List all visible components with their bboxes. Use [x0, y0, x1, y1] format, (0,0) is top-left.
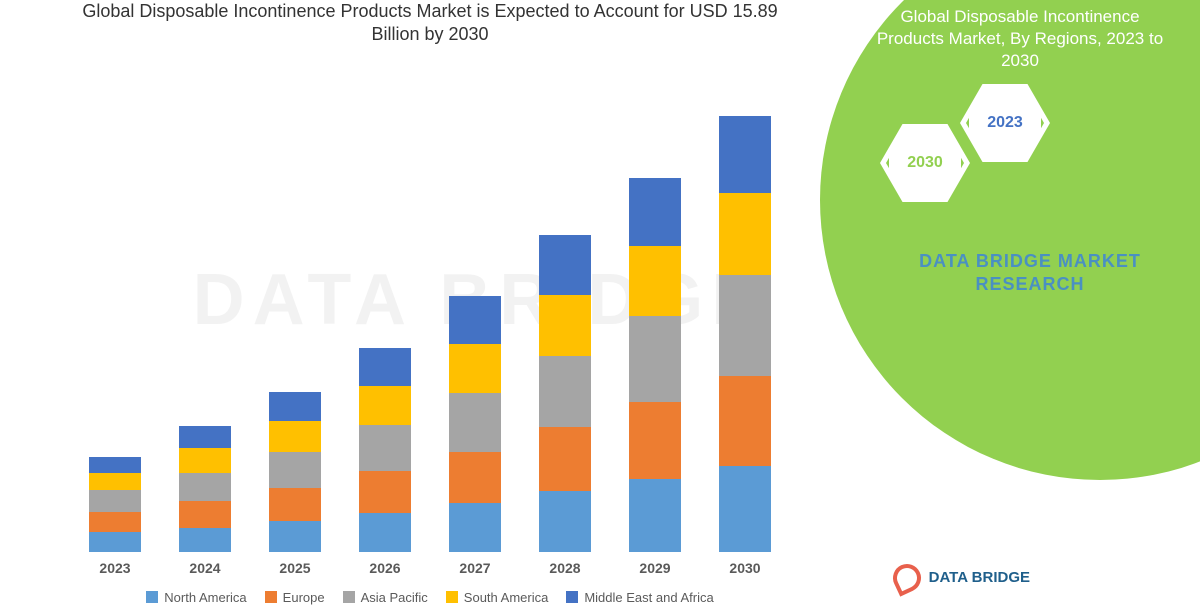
seg-2029-me — [629, 178, 681, 246]
legend-label-sa: South America — [464, 590, 549, 605]
bar-2023 — [89, 457, 141, 552]
seg-2025-eu — [269, 488, 321, 521]
legend-swatch-me — [566, 591, 578, 603]
logo-text: DATA BRIDGE — [929, 571, 1030, 585]
seg-2025-me — [269, 392, 321, 421]
legend-swatch-na — [146, 591, 158, 603]
legend-swatch-sa — [446, 591, 458, 603]
seg-2028-ap — [539, 356, 591, 428]
legend-label-me: Middle East and Africa — [584, 590, 713, 605]
seg-2028-eu — [539, 427, 591, 491]
seg-2028-me — [539, 235, 591, 296]
seg-2024-me — [179, 426, 231, 448]
bar-2026 — [359, 348, 411, 551]
logo-mark-icon — [888, 559, 925, 596]
x-tick-2026: 2026 — [359, 560, 411, 576]
seg-2023-me — [89, 457, 141, 472]
seg-2025-sa — [269, 421, 321, 452]
seg-2025-na — [269, 521, 321, 552]
x-axis: 2023 2024 2025 2026 2027 2028 2029 2030 — [60, 552, 800, 576]
bar-2030 — [719, 116, 771, 552]
seg-2027-eu — [449, 452, 501, 504]
bar-2027 — [449, 296, 501, 552]
chart-container: Global Disposable Incontinence Products … — [0, 0, 840, 600]
x-tick-2028: 2028 — [539, 560, 591, 576]
seg-2027-me — [449, 296, 501, 344]
seg-2028-na — [539, 491, 591, 552]
seg-2026-eu — [359, 471, 411, 513]
brand-line1: DATA BRIDGE MARKET — [900, 250, 1160, 273]
seg-2023-na — [89, 532, 141, 552]
legend-label-ap: Asia Pacific — [361, 590, 428, 605]
seg-2024-eu — [179, 501, 231, 527]
seg-2024-ap — [179, 473, 231, 502]
logo-text-line1: DATA BRIDGE — [929, 571, 1030, 585]
x-tick-2030: 2030 — [719, 560, 771, 576]
seg-2028-sa — [539, 295, 591, 356]
legend-swatch-eu — [265, 591, 277, 603]
legend-swatch-ap — [343, 591, 355, 603]
hex-2023-label: 2023 — [987, 114, 1023, 132]
panel-title: Global Disposable Incontinence Products … — [870, 6, 1170, 72]
seg-2029-sa — [629, 246, 681, 316]
seg-2029-ap — [629, 316, 681, 402]
hex-2030-label: 2030 — [907, 154, 943, 172]
x-tick-2027: 2027 — [449, 560, 501, 576]
chart-legend: North America Europe Asia Pacific South Ame… — [60, 576, 800, 605]
legend-label-na: North America — [164, 590, 246, 605]
x-tick-2029: 2029 — [629, 560, 681, 576]
seg-2023-eu — [89, 512, 141, 532]
chart-title: Global Disposable Incontinence Products … — [60, 0, 800, 57]
seg-2024-sa — [179, 448, 231, 472]
seg-2030-ap — [719, 275, 771, 376]
seg-2026-na — [359, 513, 411, 552]
seg-2030-sa — [719, 193, 771, 274]
legend-item-eu: Europe — [265, 590, 325, 605]
seg-2023-ap — [89, 490, 141, 512]
legend-item-sa: South America — [446, 590, 549, 605]
seg-2030-me — [719, 116, 771, 193]
seg-2029-na — [629, 479, 681, 552]
brand-text: DATA BRIDGE MARKET RESEARCH — [900, 250, 1160, 297]
legend-item-ap: Asia Pacific — [343, 590, 428, 605]
bar-2024 — [179, 426, 231, 551]
legend-label-eu: Europe — [283, 590, 325, 605]
chart-plot — [60, 112, 800, 552]
seg-2025-ap — [269, 452, 321, 488]
x-tick-2023: 2023 — [89, 560, 141, 576]
legend-item-na: North America — [146, 590, 246, 605]
seg-2029-eu — [629, 402, 681, 479]
seg-2026-me — [359, 348, 411, 385]
footer-logo: DATA BRIDGE — [893, 564, 1030, 592]
bars-group — [60, 112, 800, 552]
seg-2027-sa — [449, 344, 501, 394]
x-tick-2024: 2024 — [179, 560, 231, 576]
seg-2027-ap — [449, 393, 501, 451]
hex-2030-inner: 2030 — [886, 124, 964, 202]
bar-2028 — [539, 235, 591, 552]
legend-item-me: Middle East and Africa — [566, 590, 713, 605]
seg-2030-na — [719, 466, 771, 552]
hex-2023-inner: 2023 — [966, 84, 1044, 162]
brand-line2: RESEARCH — [900, 273, 1160, 296]
bar-2025 — [269, 392, 321, 551]
x-tick-2025: 2025 — [269, 560, 321, 576]
seg-2030-eu — [719, 376, 771, 466]
seg-2026-sa — [359, 386, 411, 426]
seg-2023-sa — [89, 473, 141, 491]
seg-2027-na — [449, 503, 501, 551]
bar-2029 — [629, 178, 681, 552]
right-panel: Global Disposable Incontinence Products … — [840, 0, 1200, 600]
seg-2026-ap — [359, 425, 411, 471]
seg-2024-na — [179, 528, 231, 552]
